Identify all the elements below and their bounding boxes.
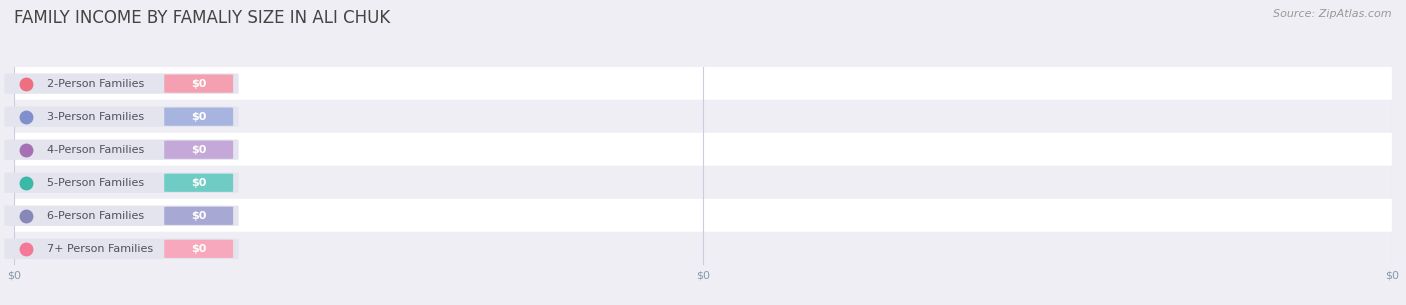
- Text: $0: $0: [191, 244, 207, 254]
- FancyBboxPatch shape: [4, 106, 239, 127]
- FancyBboxPatch shape: [165, 141, 233, 159]
- Bar: [14, 199, 1392, 232]
- Text: $0: $0: [191, 145, 207, 155]
- Text: $0: $0: [191, 112, 207, 122]
- Text: 7+ Person Families: 7+ Person Families: [48, 244, 153, 254]
- Text: $0: $0: [191, 211, 207, 221]
- Text: Source: ZipAtlas.com: Source: ZipAtlas.com: [1274, 9, 1392, 19]
- FancyBboxPatch shape: [165, 74, 233, 93]
- FancyBboxPatch shape: [165, 207, 233, 225]
- Text: 4-Person Families: 4-Person Families: [48, 145, 145, 155]
- Text: $0: $0: [191, 178, 207, 188]
- FancyBboxPatch shape: [4, 239, 239, 259]
- FancyBboxPatch shape: [4, 74, 239, 94]
- Text: 6-Person Families: 6-Person Families: [48, 211, 145, 221]
- FancyBboxPatch shape: [4, 139, 239, 160]
- Bar: [14, 67, 1392, 100]
- FancyBboxPatch shape: [4, 173, 239, 193]
- Bar: [14, 100, 1392, 133]
- Text: 5-Person Families: 5-Person Families: [48, 178, 145, 188]
- Text: 3-Person Families: 3-Person Families: [48, 112, 145, 122]
- FancyBboxPatch shape: [165, 174, 233, 192]
- Text: 2-Person Families: 2-Person Families: [48, 79, 145, 89]
- Text: FAMILY INCOME BY FAMALIY SIZE IN ALI CHUK: FAMILY INCOME BY FAMALIY SIZE IN ALI CHU…: [14, 9, 391, 27]
- Text: $0: $0: [191, 79, 207, 89]
- FancyBboxPatch shape: [165, 240, 233, 258]
- FancyBboxPatch shape: [165, 108, 233, 126]
- Bar: [14, 232, 1392, 265]
- FancyBboxPatch shape: [4, 206, 239, 226]
- Bar: [14, 133, 1392, 166]
- Bar: [14, 166, 1392, 199]
